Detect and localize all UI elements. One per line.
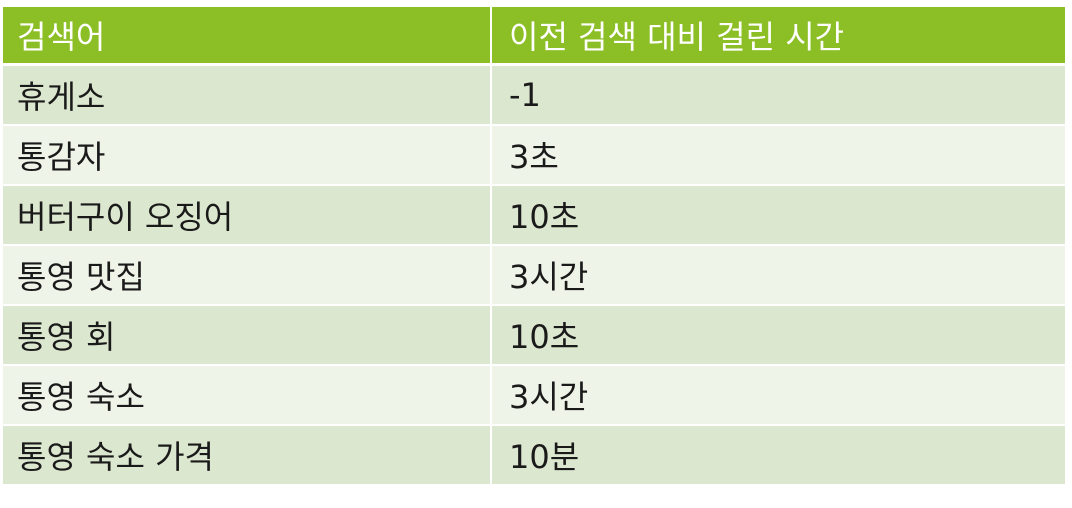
elapsed-time-cell: 10분 — [509, 438, 580, 476]
search-time-table: 검색어 이전 검색 대비 걸린 시간 휴게소 -1 통감자 3초 버터구이 오징… — [3, 7, 1065, 486]
table-row: 통영 숙소 가격 10분 — [3, 426, 1065, 486]
table-row: 통영 맛집 3시간 — [3, 246, 1065, 306]
header-elapsed-time: 이전 검색 대비 걸린 시간 — [509, 18, 845, 56]
elapsed-time-cell: 3초 — [509, 138, 559, 176]
table-row: 통영 회 10초 — [3, 306, 1065, 366]
table-header-row: 검색어 이전 검색 대비 걸린 시간 — [3, 7, 1065, 66]
search-term-cell: 통영 회 — [3, 306, 492, 364]
table-row: 통감자 3초 — [3, 126, 1065, 186]
search-term-cell: 휴게소 — [3, 66, 492, 124]
search-term-cell: 통감자 — [3, 126, 492, 184]
search-term-cell: 버터구이 오징어 — [3, 186, 492, 244]
table-row: 통영 숙소 3시간 — [3, 366, 1065, 426]
search-term-cell: 통영 숙소 — [3, 366, 492, 424]
elapsed-time-cell: 3시간 — [509, 378, 589, 416]
elapsed-time-cell: 10초 — [509, 318, 580, 356]
elapsed-time-cell: 3시간 — [509, 258, 589, 296]
search-term-cell: 통영 숙소 가격 — [3, 426, 492, 484]
table-row: 휴게소 -1 — [3, 66, 1065, 126]
header-search-term: 검색어 — [3, 7, 492, 63]
elapsed-time-cell: -1 — [509, 76, 541, 114]
elapsed-time-cell: 10초 — [509, 198, 580, 236]
table-row: 버터구이 오징어 10초 — [3, 186, 1065, 246]
search-term-cell: 통영 맛집 — [3, 246, 492, 304]
